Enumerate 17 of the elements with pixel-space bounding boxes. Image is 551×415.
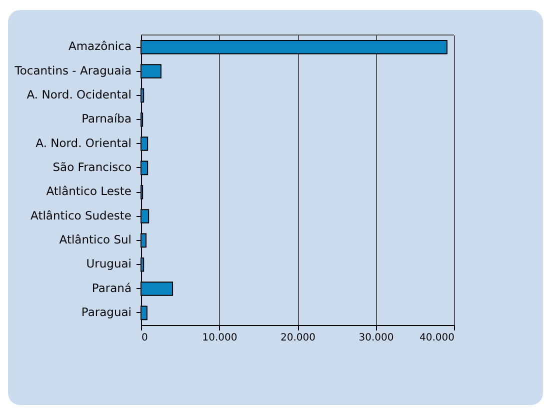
y-tick-label: Atlântico Sudeste bbox=[30, 208, 132, 222]
y-tick-label: Paraná bbox=[92, 280, 132, 295]
y-tick-label: Atlântico Leste bbox=[46, 184, 132, 198]
y-tick-label: A. Nord. Ocidental bbox=[26, 87, 132, 102]
y-tick-label: A. Nord. Oriental bbox=[36, 136, 132, 150]
y-tick-label: Paraguai bbox=[81, 304, 132, 319]
y-tick-label: Tocantins - Araguaia bbox=[14, 63, 132, 78]
x-tick-label: 0 bbox=[142, 332, 148, 344]
x-tick-label: 20.000 bbox=[280, 332, 316, 344]
y-tick-label: Parnaíba bbox=[82, 112, 132, 126]
x-tick-label: 40.000 bbox=[420, 332, 454, 344]
y-tick-label: Atlântico Sul bbox=[59, 232, 132, 246]
y-tick-label: São Francisco bbox=[52, 160, 132, 174]
y-tick-label: Amazônica bbox=[68, 39, 132, 54]
x-tick-label: 30.000 bbox=[358, 332, 394, 344]
x-tick-label: 10.000 bbox=[202, 332, 238, 344]
y-tick-label: Uruguai bbox=[86, 256, 132, 271]
